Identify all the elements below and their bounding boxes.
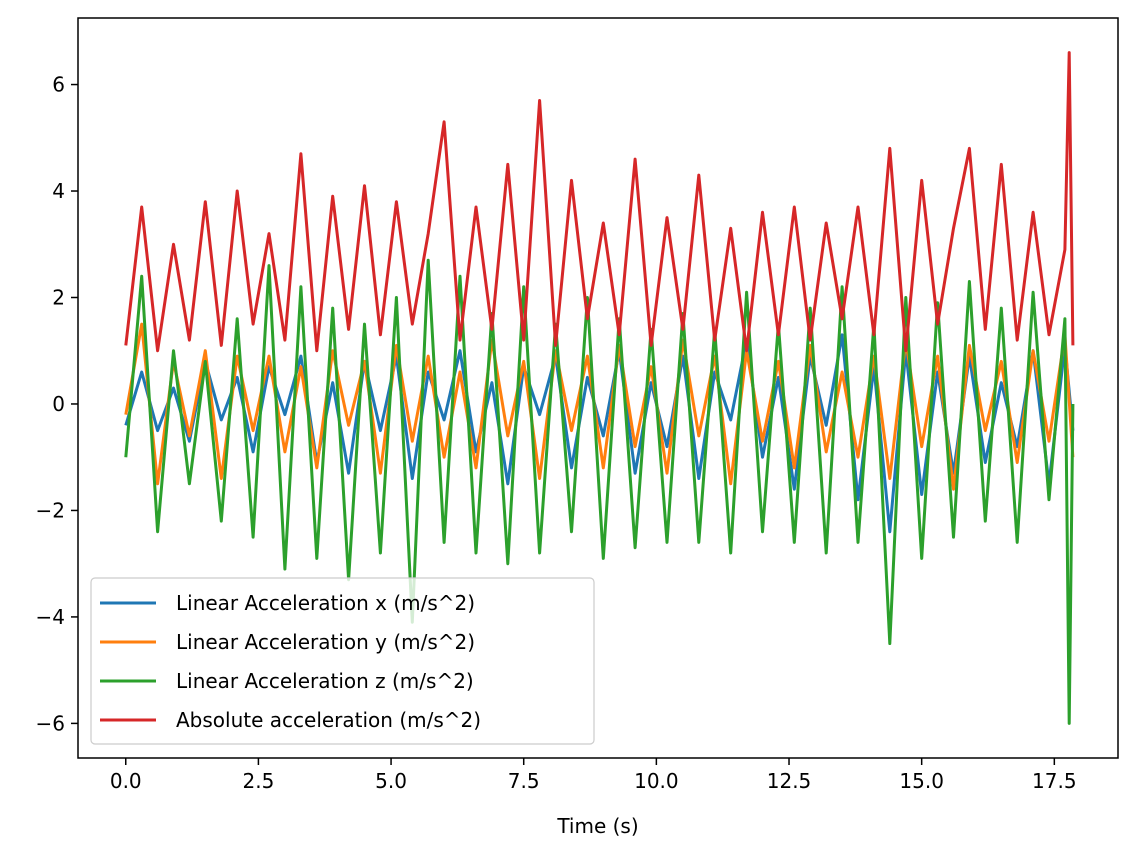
y-tick-label: 0 bbox=[52, 392, 65, 416]
series-line-3 bbox=[124, 258, 1075, 725]
y-tick-label: 6 bbox=[52, 73, 65, 97]
x-tick-label: 2.5 bbox=[243, 769, 275, 793]
y-tick-label: 4 bbox=[52, 179, 65, 203]
legend-label-2: Linear Acceleration y (m/s^2) bbox=[176, 630, 475, 654]
x-tick-label: 12.5 bbox=[767, 769, 812, 793]
legend-box bbox=[90, 577, 595, 745]
x-axis: 0.0 2.5 5.0 7.5 10.0 12.5 15.0 17.5 bbox=[110, 758, 1077, 793]
y-tick-label: −6 bbox=[36, 711, 65, 735]
series-layer bbox=[124, 51, 1075, 725]
x-tick-label: 17.5 bbox=[1032, 769, 1077, 793]
x-tick-label: 15.0 bbox=[899, 769, 944, 793]
x-tick-label: 5.0 bbox=[375, 769, 407, 793]
axes-frame bbox=[77, 17, 1119, 759]
x-axis-label: Time (s) bbox=[556, 814, 638, 838]
legend: Linear Acceleration x (m/s^2) Linear Acce… bbox=[90, 577, 595, 745]
legend-label-3: Linear Acceleration z (m/s^2) bbox=[176, 669, 474, 693]
x-tick-label: 7.5 bbox=[508, 769, 540, 793]
legend-label-4: Absolute acceleration (m/s^2) bbox=[176, 708, 481, 732]
series-line-2 bbox=[124, 322, 1075, 491]
y-tick-label: 2 bbox=[52, 285, 65, 309]
y-tick-label: −2 bbox=[36, 498, 65, 522]
y-tick-label: −4 bbox=[36, 605, 65, 629]
series-line-1 bbox=[124, 333, 1075, 534]
legend-label-1: Linear Acceleration x (m/s^2) bbox=[176, 591, 475, 615]
series-line-4 bbox=[124, 51, 1075, 353]
y-axis: −6 −4 −2 0 2 4 6 bbox=[36, 73, 78, 735]
x-tick-label: 10.0 bbox=[634, 769, 679, 793]
plot-area bbox=[77, 17, 1119, 759]
x-tick-label: 0.0 bbox=[110, 769, 142, 793]
